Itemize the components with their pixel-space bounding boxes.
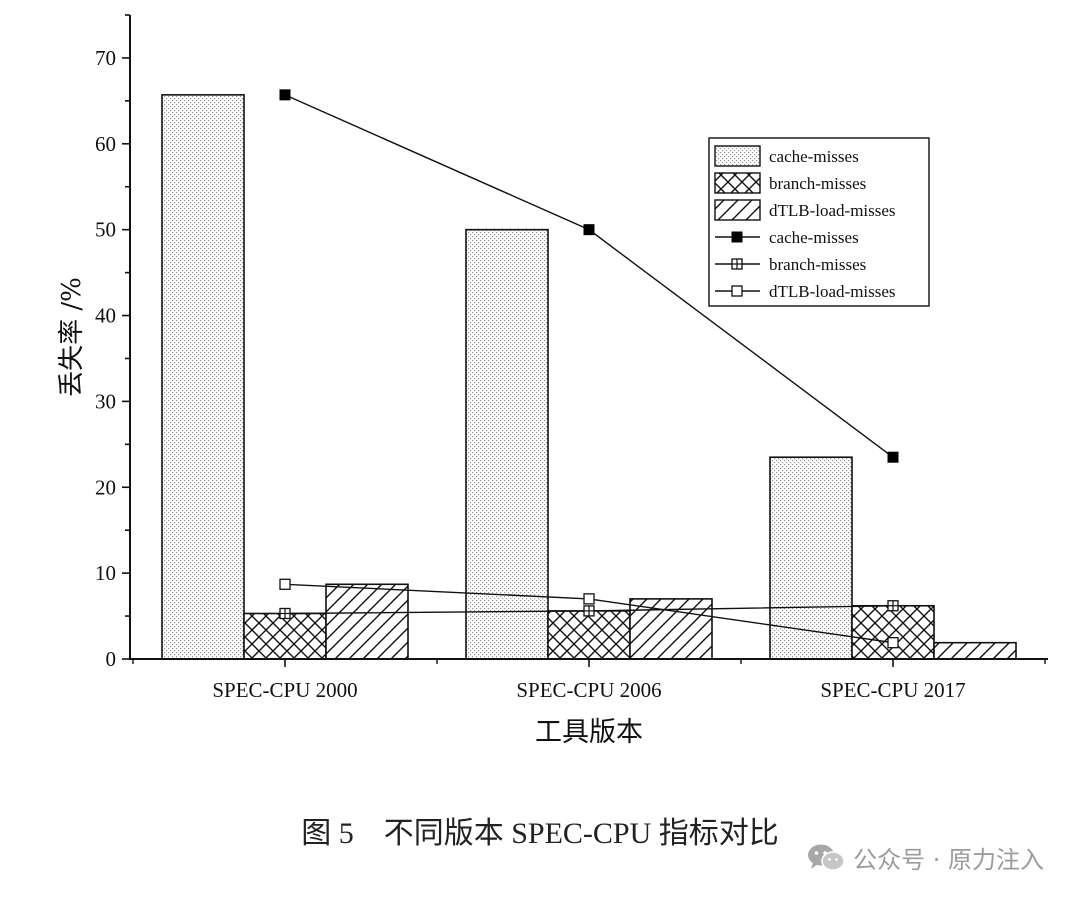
point-cache-misses-3 xyxy=(887,451,899,463)
point-branch-misses-2 xyxy=(583,605,595,617)
watermark: 公众号 · 原力注入 xyxy=(807,840,1044,875)
x-tick-label: SPEC-CPU 2006 xyxy=(516,678,661,702)
bar-branch-misses-3 xyxy=(851,604,935,660)
y-tick-label: 40 xyxy=(95,304,116,328)
watermark-text: 公众号 · 原力注入 xyxy=(853,846,1044,874)
legend: cache-misses branch-misses dTLB-load-misse… xyxy=(708,137,930,307)
y-tick-label: 60 xyxy=(95,132,116,156)
chart: 0 10 20 30 40 50 60 70 SPEC-CPU 2000 SPEC-CPU 200… xyxy=(57,14,1048,748)
bar-cache-misses-3 xyxy=(769,456,853,660)
legend-swatch-dTLB-load-misses xyxy=(714,199,761,221)
y-tick-label: 30 xyxy=(95,389,116,413)
legend-label: branch-misses xyxy=(769,255,866,274)
bar-branch-misses-2 xyxy=(547,610,631,660)
bar-dTLB-load-misses-2 xyxy=(629,598,713,660)
point-cache-misses-2 xyxy=(583,224,595,236)
x-axis-title: 工具版本 xyxy=(535,717,643,748)
bar-cache-misses-2 xyxy=(465,228,549,660)
y-tick-label: 10 xyxy=(95,561,116,585)
point-cache-misses-1 xyxy=(279,89,291,101)
point-dTLB-load-misses-3 xyxy=(887,637,899,649)
legend-label: dTLB-load-misses xyxy=(769,282,896,301)
legend-marker-cache-misses xyxy=(731,231,743,243)
legend-label: cache-misses xyxy=(769,228,859,247)
legend-marker-branch-misses xyxy=(731,258,743,270)
legend-swatch-cache-misses xyxy=(714,145,761,167)
figure-caption: 图 5 不同版本 SPEC-CPU 指标对比 xyxy=(301,817,779,850)
y-tick-label: 20 xyxy=(95,475,116,499)
point-branch-misses-1 xyxy=(279,607,291,620)
y-axis-title: 丢失率 /% xyxy=(57,277,87,397)
bar-cache-misses-1 xyxy=(161,94,245,660)
legend-swatch-branch-misses xyxy=(714,172,761,194)
legend-label: cache-misses xyxy=(769,147,859,166)
wechat-icon xyxy=(808,844,845,871)
bar-dTLB-load-misses-1 xyxy=(325,583,409,660)
point-branch-misses-3 xyxy=(887,600,899,612)
y-tick-label: 70 xyxy=(95,46,116,70)
bars-layer xyxy=(161,94,1017,660)
point-dTLB-load-misses-2 xyxy=(583,593,595,605)
axes-layer: 0 10 20 30 40 50 60 70 SPEC-CPU 2000 SPEC-CPU 200… xyxy=(57,14,1048,748)
x-tick-label: SPEC-CPU 2017 xyxy=(820,678,965,702)
bar-branch-misses-1 xyxy=(243,612,327,660)
legend-label: dTLB-load-misses xyxy=(769,201,896,220)
legend-marker-dTLB-load-misses xyxy=(731,285,743,297)
legend-label: branch-misses xyxy=(769,174,866,193)
y-tick-label: 50 xyxy=(95,218,116,242)
lines-layer xyxy=(279,89,899,649)
bar-dTLB-load-misses-3 xyxy=(933,641,1017,660)
x-tick-label: SPEC-CPU 2000 xyxy=(212,678,357,702)
y-tick-label: 0 xyxy=(106,647,117,671)
point-dTLB-load-misses-1 xyxy=(279,578,291,590)
